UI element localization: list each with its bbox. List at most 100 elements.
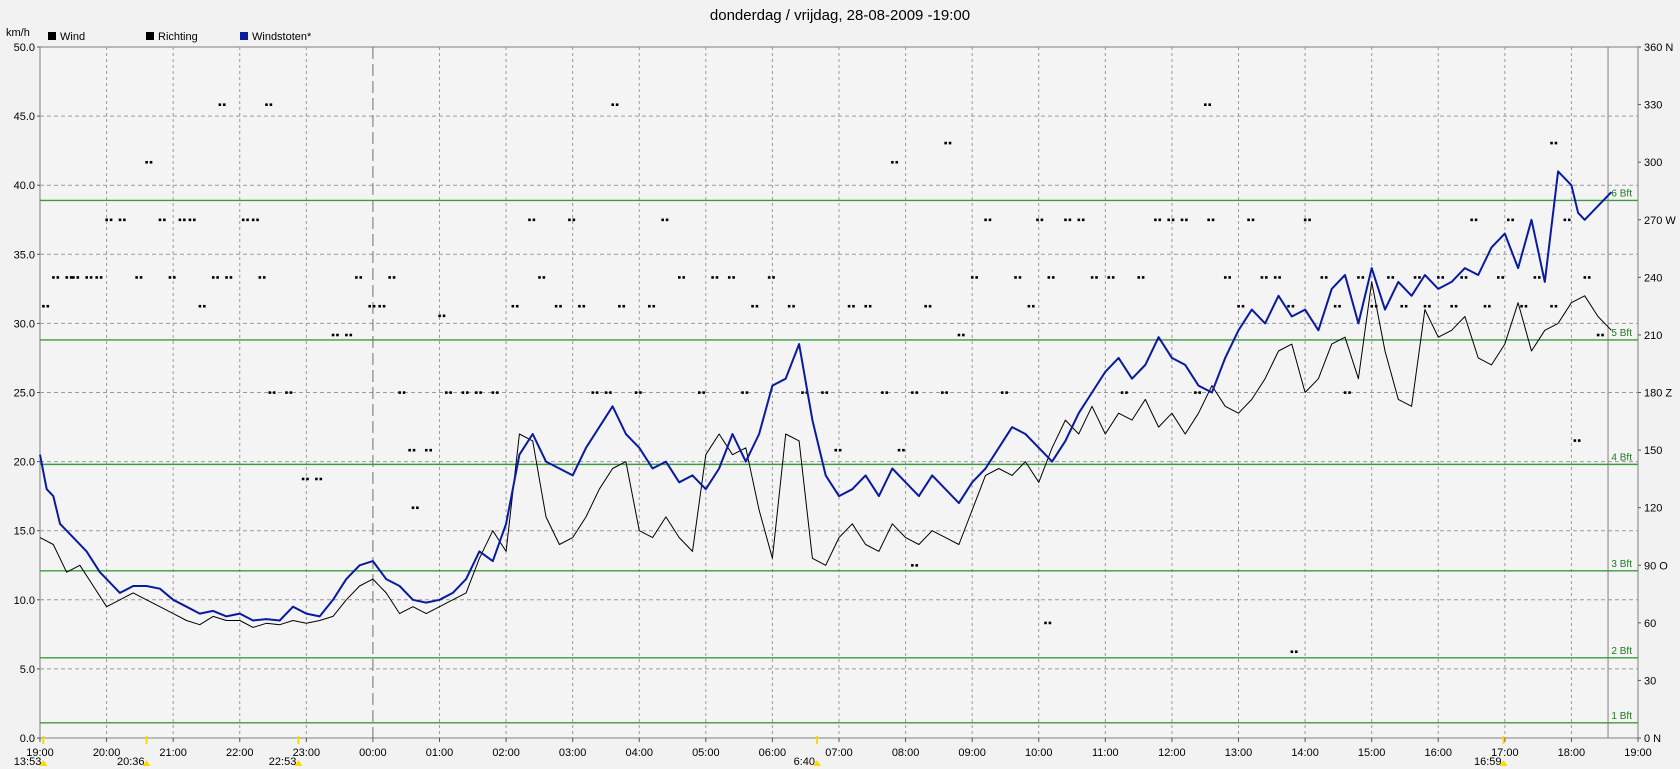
legend-swatch: [240, 32, 248, 40]
direction-point: [349, 333, 353, 337]
direction-point: [1524, 304, 1528, 308]
direction-point: [1068, 218, 1072, 222]
direction-point: [881, 391, 884, 394]
direction-point: [801, 391, 804, 394]
direction-point: [1107, 276, 1111, 279]
direction-point: [1260, 276, 1264, 279]
beaufort-label: 1 Bft: [1611, 711, 1632, 722]
direction-point: [639, 391, 642, 394]
direction-point: [1207, 218, 1210, 222]
direction-point: [1441, 276, 1445, 279]
y-tick-label: 25.0: [14, 388, 35, 400]
direction-point: [89, 276, 93, 279]
direction-point: [928, 304, 932, 308]
y2-tick-label: 120: [1644, 503, 1662, 515]
direction-point: [258, 276, 262, 279]
direction-point: [256, 218, 259, 222]
y-tick-label: 20.0: [14, 457, 35, 469]
y-tick-label: 45.0: [14, 111, 35, 123]
direction-point: [1237, 304, 1240, 308]
direction-point: [72, 276, 75, 279]
direction-point: [46, 304, 50, 308]
x-tick-label: 02:00: [492, 747, 520, 759]
direction-point: [1027, 304, 1031, 308]
direction-point: [787, 304, 791, 308]
x-tick-label: 19:00: [26, 747, 54, 759]
direction-point: [163, 218, 166, 222]
y2-tick-label: 180 Z: [1644, 388, 1672, 400]
direction-point: [319, 477, 323, 481]
direction-point: [1470, 218, 1473, 222]
direction-point: [542, 276, 546, 279]
y-tick-label: 35.0: [14, 249, 35, 261]
direction-point: [652, 304, 656, 308]
direction-point: [1550, 141, 1553, 145]
direction-point: [479, 391, 482, 394]
direction-point: [834, 448, 838, 452]
direction-point: [474, 391, 478, 394]
y-tick-label: 0.0: [20, 733, 35, 745]
direction-point: [442, 314, 446, 318]
direction-point: [559, 304, 562, 308]
direction-point: [1308, 218, 1311, 222]
direction-point: [538, 276, 541, 279]
direction-point: [444, 391, 448, 394]
direction-point: [891, 160, 894, 164]
direction-point: [1251, 218, 1255, 222]
direction-point: [1601, 333, 1604, 337]
y2-tick-label: 60: [1644, 618, 1656, 630]
direction-point: [1483, 304, 1487, 308]
direction-point: [1125, 391, 1128, 394]
direction-point: [847, 304, 851, 308]
y2-tick-label: 270 W: [1644, 215, 1676, 227]
axes: 0.0 5.0 10.0 15.0 20.0 25.0 30.0 35.0 40.0 45.0 50…: [14, 42, 1677, 759]
direction-point: [416, 506, 419, 510]
direction-point: [1095, 276, 1098, 279]
direction-point: [702, 391, 705, 394]
direction-point: [398, 391, 401, 394]
direction-point: [1137, 276, 1141, 279]
direction-point: [289, 391, 293, 394]
direction-point: [1290, 650, 1294, 654]
direction-point: [118, 218, 122, 222]
direction-point: [924, 304, 927, 308]
direction-point: [572, 218, 576, 222]
x-tick-label: 09:00: [958, 747, 986, 759]
direction-point: [268, 391, 272, 394]
direction-point: [402, 391, 406, 394]
direction-point: [1204, 103, 1207, 106]
direction-point: [975, 276, 978, 279]
direction-point: [1278, 276, 1281, 279]
direction-point: [697, 391, 701, 394]
x-tick-label: 07:00: [825, 747, 853, 759]
direction-point: [665, 218, 669, 222]
direction-point: [1141, 276, 1145, 279]
direction-point: [515, 304, 519, 308]
direction-point: [897, 448, 901, 452]
direction-point: [218, 103, 222, 106]
y2-tick-label: 330: [1644, 100, 1662, 112]
direction-point: [1005, 391, 1008, 394]
direction-point: [331, 333, 335, 337]
direction-point: [1167, 218, 1170, 222]
direction-point: [461, 391, 465, 394]
direction-point: [183, 218, 186, 222]
direction-point: [1064, 218, 1067, 222]
legend-swatch: [146, 32, 154, 40]
y-tick-label: 10.0: [14, 595, 35, 607]
direction-point: [69, 276, 73, 279]
series-lines: [39, 170, 1613, 628]
direction-point: [466, 391, 469, 394]
event-label: 20:36: [117, 756, 145, 768]
x-tick-label: 11:00: [1092, 747, 1119, 759]
direction-point: [911, 564, 914, 567]
direction-point: [135, 276, 138, 279]
event-triangle: [142, 760, 151, 766]
direction-point: [285, 391, 288, 394]
direction-point: [1081, 218, 1085, 222]
direction-point: [1031, 304, 1035, 308]
direction-point: [1577, 439, 1581, 442]
direction-point: [1554, 304, 1558, 308]
direction-point: [438, 314, 441, 318]
direction-point: [449, 391, 452, 394]
